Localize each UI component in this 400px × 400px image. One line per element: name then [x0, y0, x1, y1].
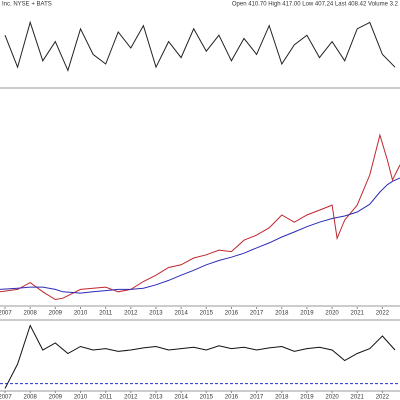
x-tick-label: 2007: [0, 395, 12, 400]
x-tick-label: 2017: [250, 395, 264, 400]
x-tick-label: 2015: [200, 395, 214, 400]
x-tick-label: 2020: [325, 311, 339, 317]
symbol-title: Inc. NYSE + BATS: [2, 2, 52, 8]
quote-info: Open 410.70 High 417.00 Low 407.24 Last …: [232, 2, 399, 8]
x-tick-label: 2009: [49, 395, 63, 400]
x-tick-label: 2010: [74, 395, 88, 400]
x-tick-label: 2016: [225, 395, 239, 400]
x-tick-label: 2011: [99, 395, 113, 400]
x-tick-label: 2021: [351, 395, 365, 400]
x-tick-label: 2014: [174, 395, 188, 400]
series-line: [4, 324, 396, 389]
x-tick-label: 2020: [325, 395, 339, 400]
x-tick-label: 2018: [275, 395, 289, 400]
x-tick-label: 2019: [300, 311, 314, 317]
x-tick-label: 2018: [275, 311, 289, 317]
x-tick-label: 2008: [24, 311, 38, 317]
x-tick-label: 2012: [124, 395, 138, 400]
x-tick-label: 2021: [351, 311, 365, 317]
x-tick-label: 2022: [376, 395, 390, 400]
x-tick-label: 2019: [300, 395, 314, 400]
x-tick-label: 2010: [74, 311, 88, 317]
x-tick-label: 2013: [149, 395, 163, 400]
x-tick-label: 2007: [0, 311, 12, 317]
x-tick-label: 2015: [200, 311, 214, 317]
series-line: [0, 177, 400, 294]
x-tick-label: 2011: [99, 311, 113, 317]
x-tick-label: 2014: [174, 311, 188, 317]
x-tick-label: 2016: [225, 311, 239, 317]
x-tick-label: 2012: [124, 311, 138, 317]
x-tick-label: 2022: [376, 311, 390, 317]
x-tick-label: 2008: [24, 395, 38, 400]
x-tick-label: 2013: [149, 311, 163, 317]
series-line: [4, 20, 396, 72]
x-tick-label: 2017: [250, 311, 264, 317]
x-tick-label: 2009: [49, 311, 63, 317]
